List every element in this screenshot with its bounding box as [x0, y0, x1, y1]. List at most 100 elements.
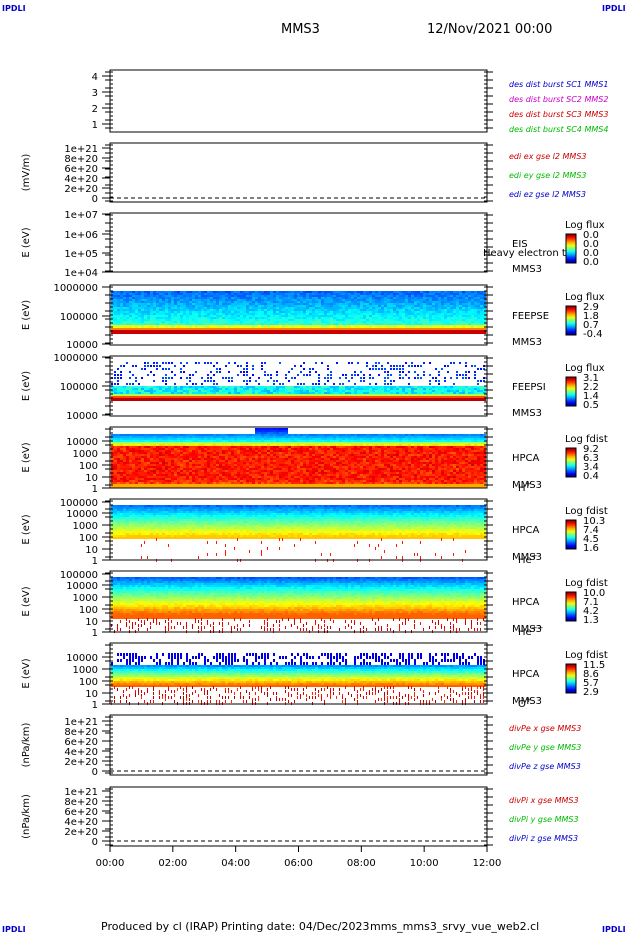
- colorbar-tick-label: -0.4: [583, 329, 603, 340]
- colorbar-gradient: [565, 663, 577, 694]
- y-tick-label: 10: [85, 689, 98, 700]
- corner-label-bottom-right: IPDLI: [602, 925, 626, 934]
- y-tick-label: 1000: [73, 665, 98, 676]
- series-label: divPi x gse MMS3: [509, 796, 579, 805]
- x-tick-label: 04:00: [221, 858, 250, 869]
- series-label: divPe y gse MMS3: [509, 743, 581, 752]
- colorbar-tick-label: 2.9: [583, 687, 599, 698]
- y-tick-label: 4e+20: [64, 174, 98, 185]
- y-tick-label: 1: [92, 628, 98, 639]
- frame-divpi: [109, 786, 488, 847]
- colorbar-tick-label: 1.6: [583, 543, 599, 554]
- instrument-name: EIS: [512, 239, 528, 250]
- mission-label: MMS3: [512, 264, 542, 275]
- y-tick-label: 4e+20: [64, 817, 98, 828]
- colorbar-gradient: [565, 376, 577, 407]
- panel-eis: 1e+07 1e+06 1e+05 1e+04 E (eV) EIS MMS3 Heavy e…: [21, 210, 605, 279]
- y-tick-label: 3: [92, 88, 98, 99]
- y-tick-label: 100: [79, 605, 98, 616]
- y-axis-label: E (eV): [21, 658, 32, 688]
- colorbar-tick-label: 10.3: [583, 516, 605, 527]
- y-tick-label: 100000: [60, 498, 98, 509]
- x-tick-label: 12:00: [473, 858, 502, 869]
- series-label: des dist burst SC2 MMS2: [509, 95, 608, 104]
- y-tick-label: 10000: [66, 581, 98, 592]
- colorbar-tick-label: 2.9: [583, 302, 599, 313]
- series-label: divPe x gse MMS3: [509, 724, 581, 733]
- y-tick-label: 1: [92, 120, 98, 131]
- y-tick-label: 6e+20: [64, 164, 98, 175]
- y-tick-label: 100000: [60, 382, 98, 393]
- species-label: H+: [518, 480, 532, 494]
- y-tick-label: 1000: [73, 593, 98, 604]
- y-axis-label: E (eV): [21, 442, 32, 472]
- frame-edi: [109, 142, 488, 203]
- x-tick-label: 00:00: [96, 858, 125, 869]
- mission-label: MMS3: [512, 552, 542, 563]
- series-label: divPe z gse MMS3: [509, 762, 581, 771]
- series-label: des dist burst SC3 MMS3: [509, 110, 608, 119]
- colorbar-title: Log flux: [565, 292, 605, 303]
- colorbar-tick-label: 0.7: [583, 320, 599, 331]
- x-tick-label: 10:00: [410, 858, 439, 869]
- y-tick-label: 1: [92, 484, 98, 495]
- colorbar-gradient: [565, 519, 577, 550]
- colorbar-tick-label: 5.7: [583, 678, 599, 689]
- y-tick-label: 6e+20: [64, 737, 98, 748]
- series-label: edi ez gse l2 MMS3: [509, 190, 586, 199]
- series-label: edi ey gse l2 MMS3: [509, 171, 587, 180]
- y-tick-label: 2: [92, 104, 98, 115]
- panel-feepsi: 1000000 100000 10000 E (eV) FEEPSI MMS3 Log fl…: [21, 353, 605, 422]
- y-tick-label: 8e+20: [64, 154, 98, 165]
- series-label: divPi y gse MMS3: [509, 815, 579, 824]
- y-tick-label: 1: [92, 556, 98, 567]
- y-tick-label: 1e+07: [64, 210, 98, 221]
- y-tick-label: 1000: [73, 521, 98, 532]
- colorbar-gradient: [565, 233, 577, 264]
- colorbar-tick-label: 3.1: [583, 373, 599, 384]
- colorbar-tick-label: 2.2: [583, 382, 599, 393]
- mission-label: MMS3: [512, 480, 542, 491]
- colorbar-title: Log flux: [565, 220, 605, 231]
- y-tick-label: 1: [92, 700, 98, 711]
- y-tick-label: 100000: [60, 312, 98, 323]
- y-tick-label: 10000: [66, 509, 98, 520]
- colorbar-tick-label: 1.4: [583, 391, 599, 402]
- instrument-name: HPCA: [512, 453, 540, 464]
- y-tick-label: 2e+20: [64, 757, 98, 768]
- colorbar-gradient: [565, 447, 577, 478]
- mission-label: MMS3: [512, 696, 542, 707]
- mission-title: MMS3: [281, 22, 320, 37]
- y-tick-label: 10000: [66, 411, 98, 422]
- series-label: des dist burst SC4 MMS4: [509, 125, 608, 134]
- y-tick-label: 10000: [66, 653, 98, 664]
- y-tick-label: 8e+20: [64, 797, 98, 808]
- colorbar-tick-label: 8.6: [583, 669, 599, 680]
- y-tick-label: 100: [79, 533, 98, 544]
- colorbar-tick-label: 10.0: [583, 588, 605, 599]
- y-tick-label: 0: [92, 767, 98, 778]
- instrument-name: FEEPSI: [512, 382, 546, 393]
- colorbar-tick-label: 7.1: [583, 597, 599, 608]
- colorbar-tick-label: 9.2: [583, 444, 599, 455]
- x-tick-label: 08:00: [347, 858, 376, 869]
- x-axis: 00:00 02:00 04:00 06:00 08:00 10:00 12:00: [96, 846, 502, 869]
- mission-label: MMS3: [512, 408, 542, 419]
- colorbar-tick-label: 0.0: [583, 239, 599, 250]
- y-axis-label: E (eV): [21, 514, 32, 544]
- colorbar-tick-label: 0.0: [583, 248, 599, 259]
- y-axis-label: E (eV): [21, 371, 32, 401]
- colorbar-tick-label: 6.3: [583, 453, 599, 464]
- colorbar-tick-label: 4.5: [583, 534, 599, 545]
- y-tick-label: 6e+20: [64, 807, 98, 818]
- instrument-name: HPCA: [512, 669, 540, 680]
